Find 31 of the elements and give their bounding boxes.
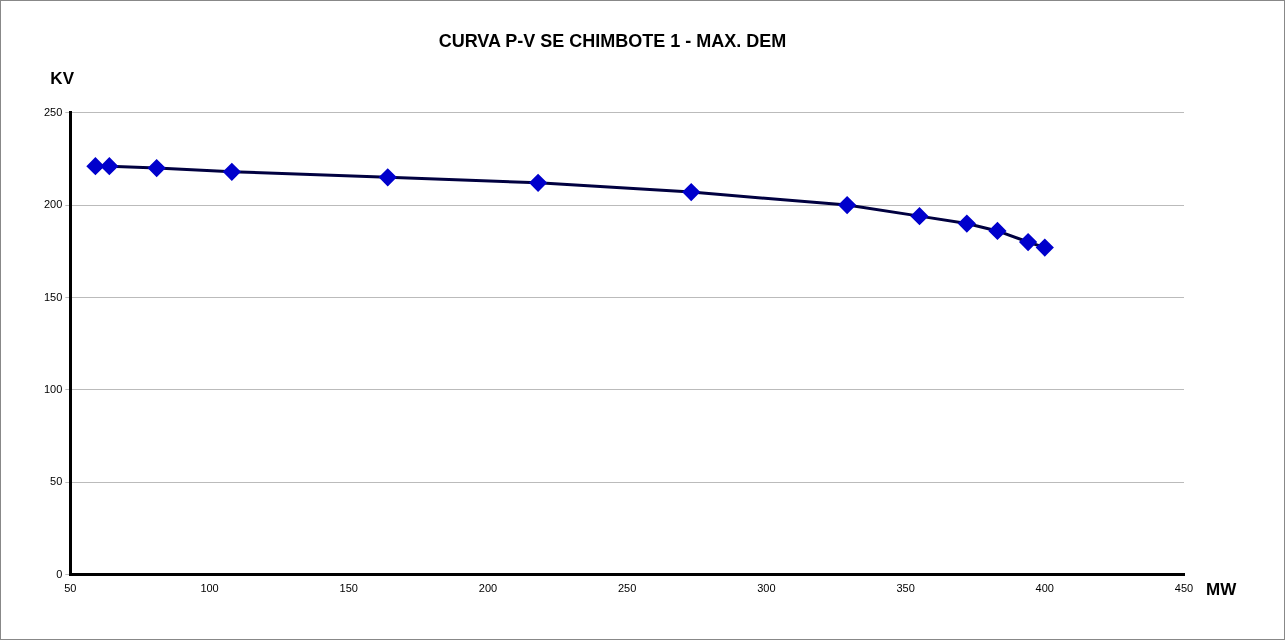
chart-title: CURVA P-V SE CHIMBOTE 1 - MAX. DEM <box>438 30 787 51</box>
y-tick-label: 50 <box>50 475 63 488</box>
point <box>148 159 166 177</box>
point <box>223 163 241 181</box>
x-tick-label: 400 <box>1035 582 1054 595</box>
y-axis-title: KV <box>50 68 75 88</box>
y-tick-label: 250 <box>43 105 63 118</box>
x-tick-label: 100 <box>200 582 219 595</box>
y-tick-label: 0 <box>56 567 63 580</box>
point <box>86 157 104 175</box>
point <box>379 168 397 186</box>
y-tick-label: 150 <box>43 290 63 303</box>
x-axis-title: MW <box>1206 580 1238 600</box>
x-tick-label: 300 <box>757 582 776 595</box>
x-tick-label: 450 <box>1174 582 1194 595</box>
y-tick-label: 100 <box>43 382 63 395</box>
point <box>529 174 547 192</box>
point <box>958 215 976 233</box>
point <box>1019 233 1037 251</box>
x-tick-label: 50 <box>64 582 77 595</box>
point <box>1036 239 1054 257</box>
point <box>100 157 118 175</box>
x-tick-label: 150 <box>339 582 358 595</box>
point <box>911 207 929 225</box>
point <box>838 196 856 214</box>
x-tick-label: 200 <box>478 582 498 595</box>
point <box>682 183 700 201</box>
x-tick-label: 350 <box>896 582 915 595</box>
x-tick-label: 250 <box>618 582 637 595</box>
point <box>988 222 1006 240</box>
y-tick-label: 200 <box>43 198 63 211</box>
